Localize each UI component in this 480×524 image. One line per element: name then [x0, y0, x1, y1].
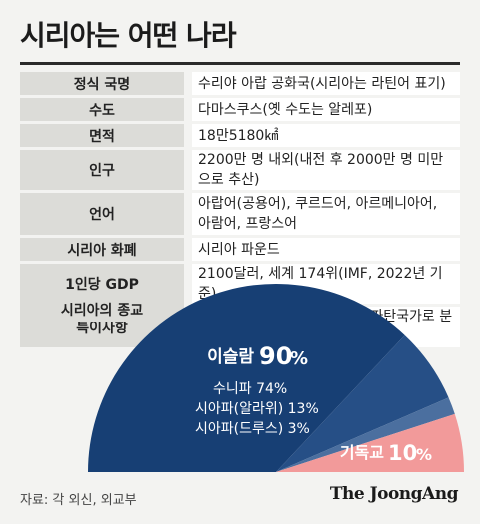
slice-value-christianity: 10 — [388, 441, 417, 465]
info-row-value: 아랍어(공용어), 쿠르드어, 아르메니아어, 아람어, 프랑스어 — [192, 193, 460, 235]
slice-unit-islam: % — [290, 348, 308, 369]
pie-subslice-1 — [276, 334, 449, 472]
subslice-label-sunni: 수니파 74% — [213, 381, 287, 397]
info-row: 언어 아랍어(공용어), 쿠르드어, 아르메니아어, 아람어, 프랑스어 — [20, 193, 460, 235]
info-row-key: 인구 — [20, 150, 184, 190]
info-row-value: 수리야 아랍 공화국(시리아는 라틴어 표기) — [192, 72, 460, 95]
info-row-key: 수도 — [20, 98, 184, 121]
info-row-value: 2200만 명 내외(내전 후 2000만 명 미만으로 추산) — [192, 150, 460, 190]
slice-label-christianity: 기독교 — [340, 443, 384, 462]
brand-logo: The JoongAng — [329, 484, 459, 504]
info-row-key: 1인당 GDP — [20, 264, 184, 304]
info-row-key: 언어 — [20, 193, 184, 235]
info-row: 수도 다마스쿠스(옛 수도는 알레포) — [20, 98, 460, 121]
pie-subslice-2 — [276, 397, 455, 472]
info-row: 정식 국명 수리야 아랍 공화국(시리아는 라틴어 표기) — [20, 72, 460, 95]
slice-unit-christianity: % — [416, 445, 432, 464]
chart-baseline-mask — [0, 472, 480, 524]
title-divider — [20, 62, 460, 65]
source-note: 자료: 각 외신, 외교부 — [20, 493, 137, 508]
info-row-key: 정식 국명 — [20, 72, 184, 95]
info-row: 면적 18만5180㎢ — [20, 124, 460, 147]
info-row-value: 18만5180㎢ — [192, 124, 460, 147]
page-title: 시리아는 어떤 나라 — [20, 19, 237, 52]
info-row-value: 다마스쿠스(옛 수도는 알레포) — [192, 98, 460, 121]
subslice-label-druze: 시아파(드루스) 3% — [195, 421, 310, 437]
info-row: 시리아 화폐 시리아 파운드 — [20, 238, 460, 261]
subslice-label-alawite: 시아파(알라위) 13% — [195, 401, 319, 417]
pie-slice-christianity — [276, 413, 464, 472]
info-row-key: 면적 — [20, 124, 184, 147]
slice-label-islam: 이슬람 — [207, 346, 254, 367]
country-info-table: 정식 국명 수리야 아랍 공화국(시리아는 라틴어 표기) 수도 다마스쿠스(옛 수도… — [20, 69, 460, 350]
info-row-value: 시리아 파운드 — [192, 238, 460, 261]
info-row: 인구 2200만 명 내외(내전 후 2000만 명 미만으로 추산) — [20, 150, 460, 190]
pie-subslice-0 — [88, 284, 405, 472]
info-row-key: 시리아 화폐 — [20, 238, 184, 261]
religion-section-label: 시리아의 종교 — [20, 300, 184, 322]
slice-value-islam: 90 — [259, 342, 292, 370]
